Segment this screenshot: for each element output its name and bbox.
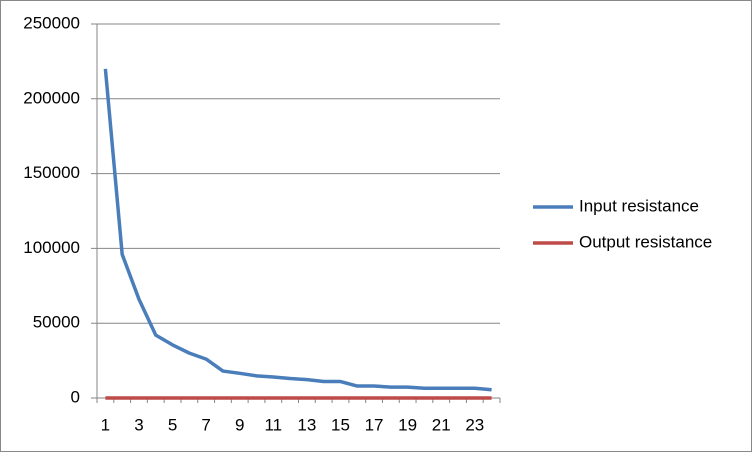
legend-label: Output resistance (579, 232, 712, 251)
x-tick-label: 5 (168, 415, 177, 434)
x-tick-label: 9 (235, 415, 244, 434)
data-line (103, 68, 492, 392)
y-tick-label: 100000 (23, 238, 80, 257)
x-tick-label: 23 (465, 415, 484, 434)
x-tick-label: 1 (101, 415, 110, 434)
x-tick-label: 15 (331, 415, 350, 434)
x-tick-label: 3 (134, 415, 143, 434)
x-tick-label: 7 (201, 415, 210, 434)
legend-label: Input resistance (579, 196, 699, 215)
x-tick-label: 13 (297, 415, 316, 434)
x-tick-label: 17 (365, 415, 384, 434)
y-tick-label: 0 (71, 387, 80, 406)
y-tick-label: 150000 (23, 163, 80, 182)
y-tick-label: 250000 (23, 13, 80, 32)
x-tick-label: 19 (398, 415, 417, 434)
y-tick-label: 50000 (33, 313, 80, 332)
y-tick-label: 200000 (23, 88, 80, 107)
x-tick-label: 11 (264, 415, 282, 434)
x-tick-label: 21 (432, 415, 451, 434)
